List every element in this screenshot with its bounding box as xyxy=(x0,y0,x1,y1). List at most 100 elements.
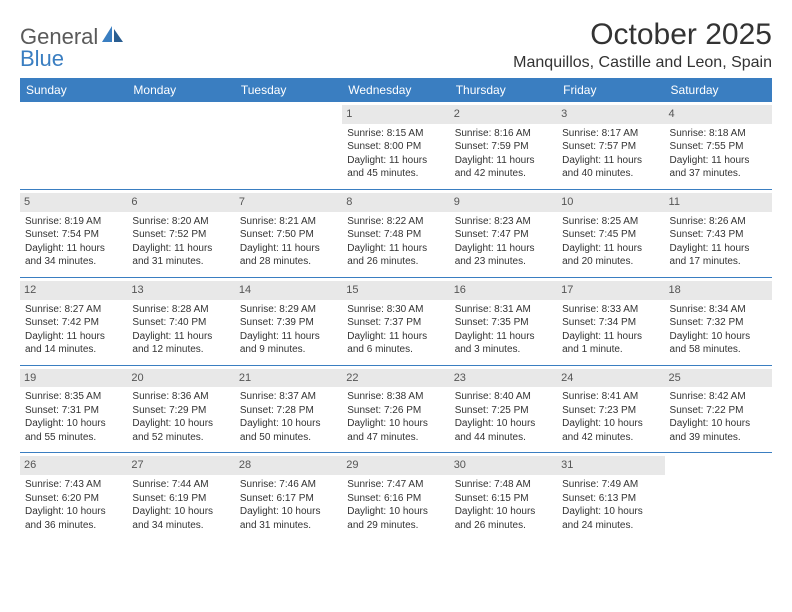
sunset-text: Sunset: 7:40 PM xyxy=(132,316,229,330)
day-number: 14 xyxy=(235,281,342,300)
weekday-monday: Monday xyxy=(127,78,234,102)
sunrise-text: Sunrise: 8:35 AM xyxy=(25,390,122,404)
calendar-cell: 9Sunrise: 8:23 AMSunset: 7:47 PMDaylight… xyxy=(450,189,557,277)
sunset-text: Sunset: 7:47 PM xyxy=(455,228,552,242)
daylight-text: and 34 minutes. xyxy=(132,519,229,533)
header: General October 2025 Manquillos, Castill… xyxy=(20,18,772,72)
calendar-cell: 19Sunrise: 8:35 AMSunset: 7:31 PMDayligh… xyxy=(20,365,127,453)
daylight-text: and 44 minutes. xyxy=(455,431,552,445)
sunset-text: Sunset: 8:00 PM xyxy=(347,140,444,154)
daylight-text: Daylight: 10 hours xyxy=(25,505,122,519)
day-number: 16 xyxy=(450,281,557,300)
sunset-text: Sunset: 7:59 PM xyxy=(455,140,552,154)
daylight-text: and 52 minutes. xyxy=(132,431,229,445)
sunset-text: Sunset: 7:35 PM xyxy=(455,316,552,330)
daylight-text: Daylight: 10 hours xyxy=(240,505,337,519)
daylight-text: and 20 minutes. xyxy=(562,255,659,269)
sunrise-text: Sunrise: 7:46 AM xyxy=(240,478,337,492)
daylight-text: Daylight: 11 hours xyxy=(132,242,229,256)
sunset-text: Sunset: 7:48 PM xyxy=(347,228,444,242)
daylight-text: and 31 minutes. xyxy=(240,519,337,533)
sunrise-text: Sunrise: 8:23 AM xyxy=(455,215,552,229)
daylight-text: and 42 minutes. xyxy=(455,167,552,181)
sunset-text: Sunset: 7:39 PM xyxy=(240,316,337,330)
sunrise-text: Sunrise: 8:19 AM xyxy=(25,215,122,229)
day-number: 25 xyxy=(665,369,772,388)
daylight-text: and 36 minutes. xyxy=(25,519,122,533)
sunset-text: Sunset: 7:29 PM xyxy=(132,404,229,418)
sunrise-text: Sunrise: 8:38 AM xyxy=(347,390,444,404)
day-number: 26 xyxy=(20,456,127,475)
sunrise-text: Sunrise: 8:31 AM xyxy=(455,303,552,317)
sunset-text: Sunset: 6:16 PM xyxy=(347,492,444,506)
daylight-text: and 37 minutes. xyxy=(670,167,767,181)
sunset-text: Sunset: 7:55 PM xyxy=(670,140,767,154)
daylight-text: Daylight: 11 hours xyxy=(455,154,552,168)
sunrise-text: Sunrise: 8:37 AM xyxy=(240,390,337,404)
sunrise-text: Sunrise: 8:40 AM xyxy=(455,390,552,404)
sunset-text: Sunset: 7:28 PM xyxy=(240,404,337,418)
daylight-text: Daylight: 11 hours xyxy=(455,330,552,344)
sunset-text: Sunset: 7:25 PM xyxy=(455,404,552,418)
sunrise-text: Sunrise: 8:42 AM xyxy=(670,390,767,404)
calendar-week-row: 12Sunrise: 8:27 AMSunset: 7:42 PMDayligh… xyxy=(20,277,772,365)
calendar-cell: 5Sunrise: 8:19 AMSunset: 7:54 PMDaylight… xyxy=(20,189,127,277)
sunset-text: Sunset: 7:32 PM xyxy=(670,316,767,330)
calendar-cell: 29Sunrise: 7:47 AMSunset: 6:16 PMDayligh… xyxy=(342,453,449,540)
daylight-text: Daylight: 11 hours xyxy=(670,242,767,256)
day-number: 4 xyxy=(665,105,772,124)
daylight-text: Daylight: 11 hours xyxy=(132,330,229,344)
sunrise-text: Sunrise: 8:28 AM xyxy=(132,303,229,317)
daylight-text: and 39 minutes. xyxy=(670,431,767,445)
calendar-cell: 18Sunrise: 8:34 AMSunset: 7:32 PMDayligh… xyxy=(665,277,772,365)
daylight-text: and 1 minute. xyxy=(562,343,659,357)
day-number: 12 xyxy=(20,281,127,300)
daylight-text: and 26 minutes. xyxy=(455,519,552,533)
sunrise-text: Sunrise: 7:44 AM xyxy=(132,478,229,492)
weekday-header-row: Sunday Monday Tuesday Wednesday Thursday… xyxy=(20,78,772,102)
sunrise-text: Sunrise: 8:36 AM xyxy=(132,390,229,404)
logo-text-2: Blue xyxy=(20,46,64,71)
daylight-text: Daylight: 10 hours xyxy=(455,417,552,431)
calendar-cell: 10Sunrise: 8:25 AMSunset: 7:45 PMDayligh… xyxy=(557,189,664,277)
daylight-text: and 34 minutes. xyxy=(25,255,122,269)
day-number: 18 xyxy=(665,281,772,300)
calendar-cell: 28Sunrise: 7:46 AMSunset: 6:17 PMDayligh… xyxy=(235,453,342,540)
calendar-cell xyxy=(20,102,127,189)
calendar-cell: 24Sunrise: 8:41 AMSunset: 7:23 PMDayligh… xyxy=(557,365,664,453)
daylight-text: and 14 minutes. xyxy=(25,343,122,357)
day-number: 19 xyxy=(20,369,127,388)
sunset-text: Sunset: 7:54 PM xyxy=(25,228,122,242)
calendar-cell: 8Sunrise: 8:22 AMSunset: 7:48 PMDaylight… xyxy=(342,189,449,277)
daylight-text: Daylight: 11 hours xyxy=(25,330,122,344)
daylight-text: Daylight: 11 hours xyxy=(347,154,444,168)
daylight-text: and 42 minutes. xyxy=(562,431,659,445)
calendar-cell: 21Sunrise: 8:37 AMSunset: 7:28 PMDayligh… xyxy=(235,365,342,453)
day-number: 15 xyxy=(342,281,449,300)
day-number: 10 xyxy=(557,193,664,212)
daylight-text: Daylight: 11 hours xyxy=(240,330,337,344)
calendar-cell: 1Sunrise: 8:15 AMSunset: 8:00 PMDaylight… xyxy=(342,102,449,189)
sunrise-text: Sunrise: 7:49 AM xyxy=(562,478,659,492)
month-title: October 2025 xyxy=(513,18,772,52)
daylight-text: Daylight: 10 hours xyxy=(132,417,229,431)
sunrise-text: Sunrise: 8:27 AM xyxy=(25,303,122,317)
calendar-cell: 30Sunrise: 7:48 AMSunset: 6:15 PMDayligh… xyxy=(450,453,557,540)
day-number: 27 xyxy=(127,456,234,475)
day-number: 8 xyxy=(342,193,449,212)
calendar-cell: 11Sunrise: 8:26 AMSunset: 7:43 PMDayligh… xyxy=(665,189,772,277)
sunrise-text: Sunrise: 7:43 AM xyxy=(25,478,122,492)
calendar-table: Sunday Monday Tuesday Wednesday Thursday… xyxy=(20,78,772,540)
daylight-text: Daylight: 11 hours xyxy=(562,242,659,256)
calendar-cell: 7Sunrise: 8:21 AMSunset: 7:50 PMDaylight… xyxy=(235,189,342,277)
daylight-text: Daylight: 10 hours xyxy=(132,505,229,519)
daylight-text: Daylight: 11 hours xyxy=(562,330,659,344)
daylight-text: Daylight: 11 hours xyxy=(347,242,444,256)
sunset-text: Sunset: 7:45 PM xyxy=(562,228,659,242)
daylight-text: Daylight: 11 hours xyxy=(670,154,767,168)
day-number: 6 xyxy=(127,193,234,212)
daylight-text: Daylight: 10 hours xyxy=(670,330,767,344)
sunrise-text: Sunrise: 8:21 AM xyxy=(240,215,337,229)
sunset-text: Sunset: 7:50 PM xyxy=(240,228,337,242)
calendar-cell: 17Sunrise: 8:33 AMSunset: 7:34 PMDayligh… xyxy=(557,277,664,365)
